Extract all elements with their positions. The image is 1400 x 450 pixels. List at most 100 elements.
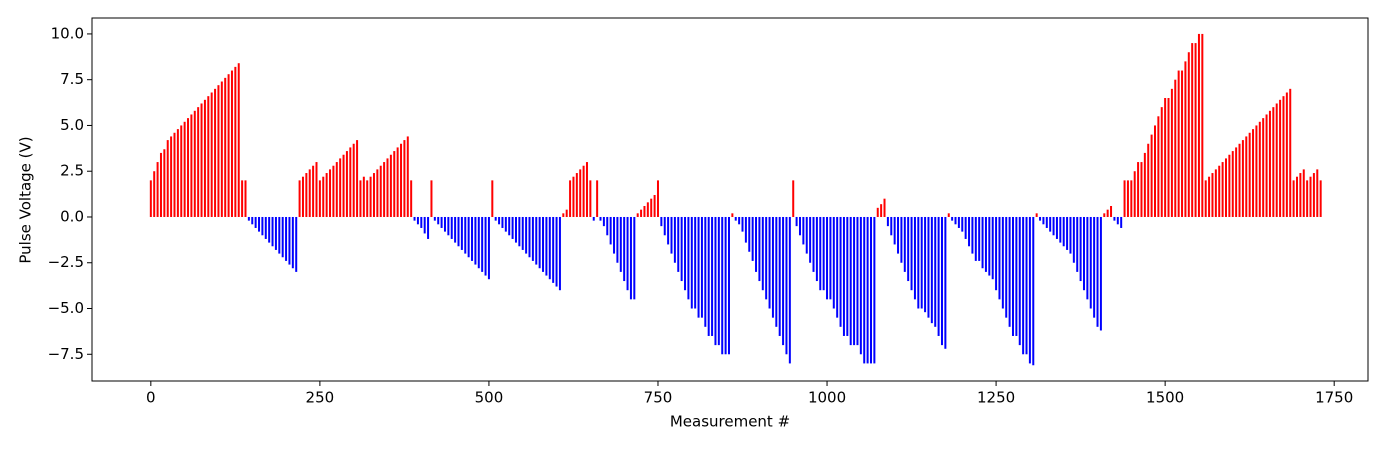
bar: [613, 216, 616, 254]
bar: [822, 216, 825, 291]
bar: [1045, 216, 1048, 228]
bar: [514, 216, 517, 243]
bar: [1113, 216, 1116, 221]
bar: [1052, 216, 1055, 236]
bar: [602, 216, 605, 227]
bar: [1093, 216, 1096, 318]
bar: [606, 216, 609, 236]
bar: [345, 151, 348, 217]
bar: [1130, 180, 1133, 217]
bar: [815, 216, 818, 282]
bar: [1201, 33, 1204, 217]
bar: [1069, 216, 1072, 254]
bar: [362, 176, 365, 217]
bar: [775, 216, 778, 327]
bar: [525, 216, 528, 254]
bar: [623, 216, 626, 282]
bar: [1275, 103, 1278, 217]
bar: [1005, 216, 1008, 318]
bar: [288, 216, 291, 265]
bar: [1157, 116, 1160, 217]
bar: [839, 216, 842, 327]
bar: [555, 216, 558, 287]
bar: [998, 216, 1001, 300]
y-axis-label: Pulse Voltage (V): [17, 136, 35, 263]
bar: [301, 176, 304, 217]
bar: [947, 213, 950, 217]
bar: [913, 216, 916, 300]
bar: [1059, 216, 1062, 243]
bar: [1285, 92, 1288, 217]
bar: [1106, 209, 1109, 217]
bar: [400, 143, 403, 217]
bar: [738, 216, 741, 225]
bar: [650, 198, 653, 217]
bar: [1235, 147, 1238, 217]
bar: [897, 216, 900, 254]
x-tick-label: 750: [644, 389, 673, 407]
bar: [1245, 136, 1248, 217]
bar: [389, 154, 392, 217]
bar: [427, 216, 430, 239]
bar: [220, 81, 223, 217]
x-tick-label: 1250: [977, 389, 1015, 407]
bar: [1306, 180, 1309, 217]
bar: [562, 213, 565, 217]
bar: [508, 216, 511, 236]
bar: [1170, 88, 1173, 217]
bar: [653, 195, 656, 217]
bar: [531, 216, 534, 261]
bar: [1295, 176, 1298, 217]
bar: [934, 216, 937, 327]
bar: [741, 216, 744, 232]
bar: [1028, 216, 1031, 364]
bar: [403, 140, 406, 217]
bar: [1204, 180, 1207, 217]
bar: [535, 216, 538, 265]
bar: [886, 216, 889, 227]
bar: [1086, 216, 1089, 300]
bar: [1099, 216, 1102, 331]
bar: [616, 216, 619, 263]
bar: [582, 165, 585, 217]
bar: [981, 216, 984, 269]
bar: [230, 70, 233, 217]
bar: [744, 216, 747, 243]
bar: [538, 216, 541, 269]
y-tick-label: 5.0: [60, 116, 84, 134]
bar: [1282, 96, 1285, 217]
bar: [673, 216, 676, 263]
bar: [1174, 79, 1177, 217]
bar: [247, 216, 250, 221]
bar: [1255, 125, 1258, 217]
bar: [1248, 132, 1251, 217]
bar: [332, 165, 335, 217]
bar: [1214, 169, 1217, 217]
bar: [542, 216, 545, 272]
bar: [836, 216, 839, 318]
bar: [592, 216, 595, 221]
bar: [1103, 213, 1106, 217]
bar: [575, 173, 578, 217]
bar: [643, 205, 646, 217]
bar: [1312, 173, 1315, 217]
y-tick-label: −5.0: [48, 299, 84, 317]
bar: [464, 216, 467, 254]
bar: [214, 88, 217, 217]
bar: [1228, 154, 1231, 217]
bar: [859, 216, 862, 355]
bar: [183, 121, 186, 217]
y-tick-label: 7.5: [60, 70, 84, 88]
bar: [684, 216, 687, 291]
bar: [193, 110, 196, 217]
bar: [700, 216, 703, 318]
bar: [1001, 216, 1004, 309]
bar: [1231, 151, 1234, 217]
bar: [454, 216, 457, 243]
bar: [1126, 180, 1129, 217]
bar: [832, 216, 835, 309]
bar: [170, 136, 173, 217]
bar: [163, 149, 166, 217]
bar: [450, 216, 453, 239]
